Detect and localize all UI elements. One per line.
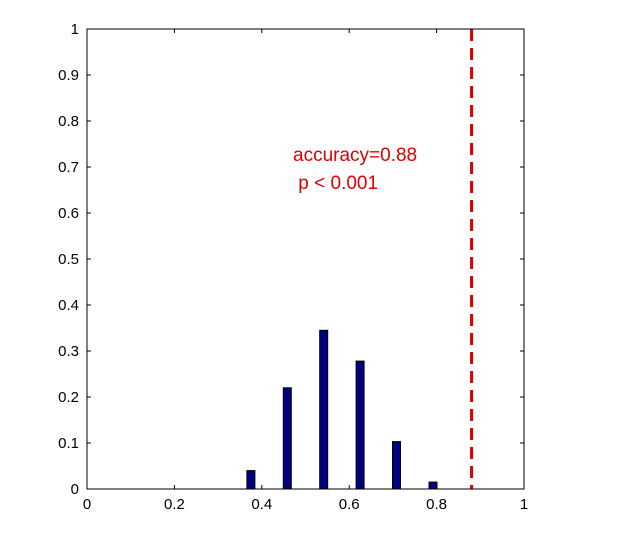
y-tick-label: 1 xyxy=(71,21,79,38)
bar xyxy=(428,481,438,490)
y-tick-label: 0.6 xyxy=(58,205,79,222)
y-tick-label: 0.9 xyxy=(58,67,79,84)
bar xyxy=(319,329,329,490)
y-tick-label: 0.3 xyxy=(58,343,79,360)
x-tick-label: 1 xyxy=(520,496,528,513)
y-tick-label: 0.8 xyxy=(58,113,79,130)
x-axis-ticks: 0 0.2 0.4 0.6 0.8 1 xyxy=(83,29,528,513)
x-tick-label: 0.4 xyxy=(251,496,272,513)
p-value-annotation: p < 0.001 xyxy=(293,173,378,194)
bar xyxy=(246,470,256,490)
y-tick-label: 0.4 xyxy=(58,297,79,314)
y-tick-label: 0.1 xyxy=(58,435,79,452)
x-tick-label: 0.6 xyxy=(339,496,360,513)
y-tick-label: 0.7 xyxy=(58,159,79,176)
y-tick-label: 0 xyxy=(71,481,79,498)
y-axis-ticks: 0 0.1 0.2 0.3 0.4 0.5 0.6 0.7 0.8 0.9 1 xyxy=(58,21,524,498)
bar xyxy=(355,360,365,490)
x-tick-label: 0 xyxy=(83,496,91,513)
x-tick-label: 0.2 xyxy=(164,496,185,513)
bar xyxy=(282,387,292,490)
accuracy-annotation: accuracy=0.88 xyxy=(293,145,417,166)
y-tick-label: 0.5 xyxy=(58,251,79,268)
plot-background xyxy=(87,29,524,489)
bars-group xyxy=(246,329,438,490)
bar xyxy=(392,441,401,490)
x-tick-label: 0.8 xyxy=(426,496,447,513)
y-tick-label: 0.2 xyxy=(58,389,79,406)
